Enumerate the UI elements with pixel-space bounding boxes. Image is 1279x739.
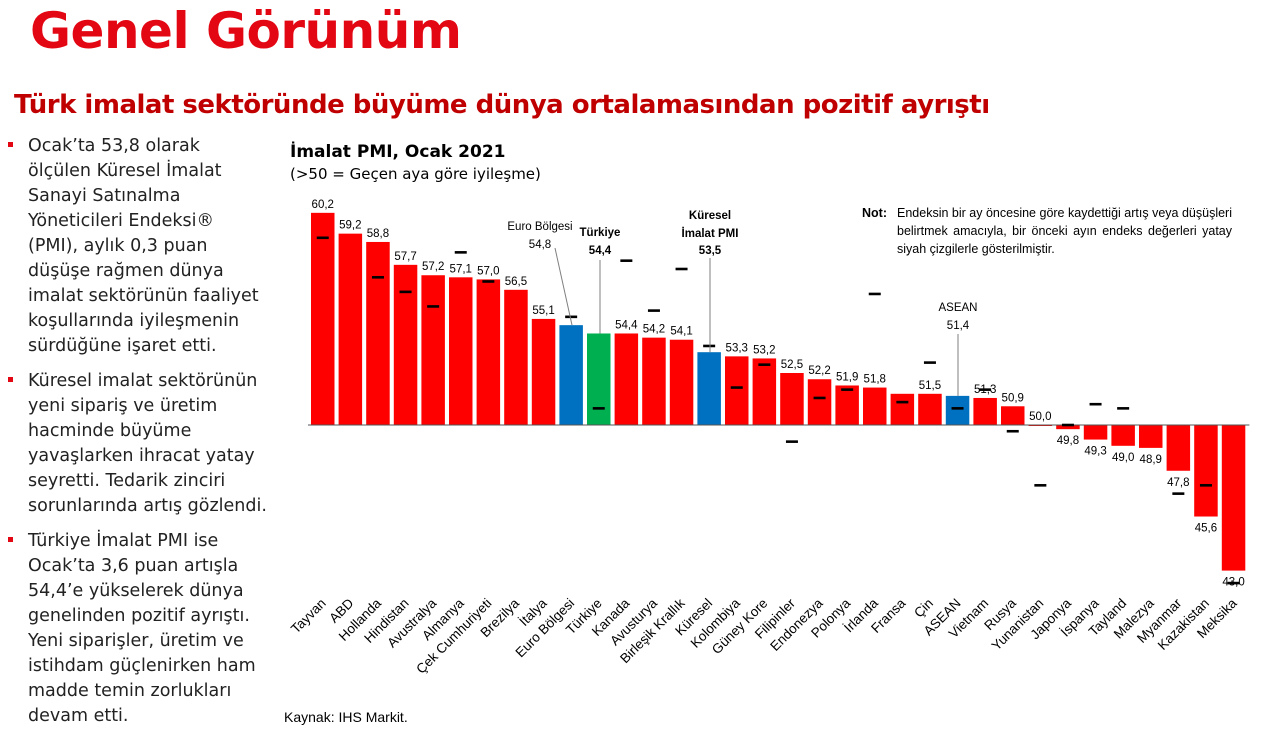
callout-leader bbox=[554, 247, 573, 326]
data-label: 55,1 bbox=[532, 305, 554, 317]
data-label: 51,5 bbox=[919, 380, 941, 392]
callout-label: Euro Bölgesi bbox=[507, 221, 572, 233]
chart-subtitle: (>50 = Geçen aya göre iyileşme) bbox=[290, 165, 541, 183]
page-title: Genel Görünüm bbox=[30, 2, 462, 60]
bar bbox=[642, 337, 666, 425]
callout-value: 53,5 bbox=[699, 245, 722, 257]
data-label: 54,2 bbox=[643, 324, 665, 336]
bar bbox=[1056, 425, 1080, 430]
data-label: 50,0 bbox=[1029, 411, 1051, 423]
bar bbox=[1194, 425, 1218, 517]
bar bbox=[559, 325, 583, 425]
note-label: Not: bbox=[862, 206, 887, 220]
data-label: 53,2 bbox=[753, 344, 775, 356]
bar bbox=[669, 339, 694, 425]
data-label: 54,4 bbox=[615, 319, 638, 331]
bar bbox=[1083, 425, 1108, 440]
bar bbox=[531, 318, 556, 425]
data-label: 48,9 bbox=[1140, 454, 1162, 466]
callout-label: Türkiye bbox=[580, 227, 621, 239]
bar bbox=[890, 393, 915, 425]
data-label: 49,0 bbox=[1112, 452, 1134, 464]
data-label: 53,3 bbox=[726, 342, 748, 354]
bullet-item: Türkiye İmalat PMI ise Ocak’ta 3,6 puan … bbox=[6, 529, 268, 729]
data-label: 51,3 bbox=[974, 384, 996, 396]
data-label: 57,2 bbox=[422, 261, 444, 273]
bullet-item: Ocak’ta 53,8 olarak ölçülen Küresel İmal… bbox=[6, 134, 268, 359]
callout-label: Küresel bbox=[689, 210, 731, 222]
callout-label: İmalat PMI bbox=[682, 227, 739, 240]
data-label: 54,1 bbox=[670, 326, 692, 338]
bar bbox=[1111, 425, 1135, 446]
bar bbox=[504, 289, 528, 425]
data-label: 49,8 bbox=[1057, 435, 1079, 447]
data-label: 57,1 bbox=[450, 263, 472, 275]
data-label: 47,8 bbox=[1167, 477, 1189, 489]
bar bbox=[587, 333, 611, 425]
data-label: 59,2 bbox=[339, 220, 361, 232]
bar bbox=[807, 379, 832, 425]
data-label: 60,2 bbox=[312, 199, 334, 211]
data-label: 57,0 bbox=[477, 265, 499, 277]
data-label: 52,5 bbox=[781, 359, 803, 371]
data-label: 52,2 bbox=[808, 365, 830, 377]
data-label: 45,6 bbox=[1195, 523, 1217, 535]
bar bbox=[725, 356, 749, 425]
bar bbox=[863, 387, 887, 425]
page-subtitle: Türk imalat sektöründe büyüme dünya orta… bbox=[14, 90, 990, 120]
callout-value: 54,4 bbox=[589, 245, 612, 257]
data-label: 57,7 bbox=[394, 251, 416, 263]
note-text: Endeksin bir ay öncesine göre kaydettiği… bbox=[897, 206, 1232, 256]
bar bbox=[752, 358, 777, 425]
data-label: 49,3 bbox=[1084, 446, 1106, 458]
bar bbox=[1001, 406, 1025, 425]
source-label: Kaynak: IHS Markit. bbox=[284, 709, 408, 725]
callout-value: 54,8 bbox=[529, 239, 551, 251]
data-label: 51,8 bbox=[864, 374, 886, 386]
bar bbox=[973, 397, 997, 425]
bar bbox=[1221, 425, 1246, 571]
data-label: 50,9 bbox=[1002, 392, 1024, 404]
category-label: Tayvan bbox=[288, 596, 329, 637]
bar bbox=[366, 241, 390, 425]
chart-title: İmalat PMI, Ocak 2021 bbox=[290, 142, 506, 162]
data-label: 51,9 bbox=[836, 371, 858, 383]
bar bbox=[614, 333, 639, 425]
bar bbox=[311, 212, 335, 425]
bar bbox=[780, 373, 804, 425]
callout-value: 51,4 bbox=[947, 320, 970, 332]
bar bbox=[338, 233, 363, 425]
chart-note: Not: Endeksin bir ay öncesine göre kayde… bbox=[862, 204, 1232, 258]
bullet-item: Küresel imalat sektörünün yeni sipariş v… bbox=[6, 369, 268, 519]
data-label: 43,0 bbox=[1222, 577, 1244, 589]
bar bbox=[918, 393, 942, 425]
bar bbox=[1139, 425, 1163, 448]
data-label: 58,8 bbox=[367, 228, 389, 240]
bar bbox=[421, 275, 445, 425]
bar bbox=[393, 264, 418, 425]
bar bbox=[945, 395, 970, 425]
bar bbox=[1166, 425, 1191, 471]
bar bbox=[697, 352, 721, 425]
data-label: 56,5 bbox=[505, 276, 527, 288]
callout-label: ASEAN bbox=[939, 302, 978, 314]
bar bbox=[835, 385, 859, 425]
bar bbox=[449, 277, 473, 425]
bar bbox=[476, 279, 501, 425]
bullet-list: Ocak’ta 53,8 olarak ölçülen Küresel İmal… bbox=[6, 134, 268, 739]
